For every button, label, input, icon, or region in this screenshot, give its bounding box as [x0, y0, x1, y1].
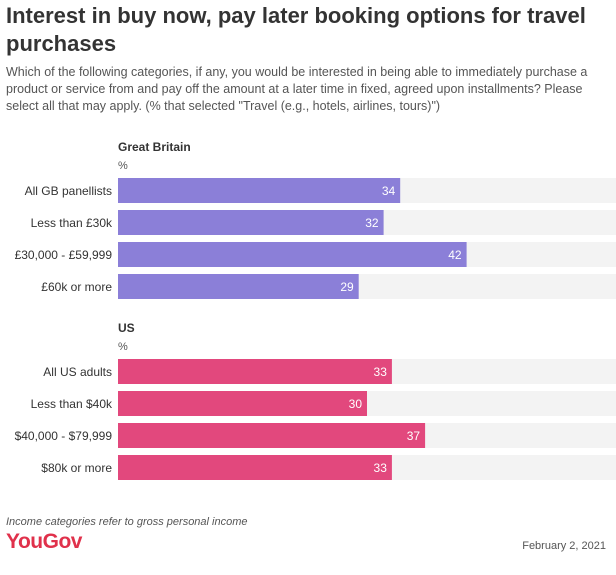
category-label: £30,000 - £59,999 — [15, 248, 113, 262]
category-label: All GB panellists — [25, 184, 112, 198]
bar-60k-or-more — [118, 274, 359, 299]
value-label: 32 — [365, 216, 379, 230]
bar-chart: Great Britain% All GB panellists 34 Less th… — [15, 140, 616, 480]
unit-label: % — [118, 160, 128, 172]
panel-us: US% All US adults 33 Less than $40k 30 $40,00… — [15, 321, 616, 480]
category-label: Less than £30k — [31, 216, 113, 230]
bar-40-000-79-999 — [118, 423, 426, 448]
yougov-logo: YouGov — [6, 530, 82, 553]
bar-80k-or-more — [118, 455, 392, 480]
value-label: 30 — [349, 397, 363, 411]
bar-all-gb-panellists — [118, 178, 401, 203]
category-label: $80k or more — [41, 461, 112, 475]
category-label: Less than $40k — [31, 397, 113, 411]
panel-title: US — [118, 321, 135, 335]
footnote: Income categories refer to gross persona… — [6, 516, 248, 528]
bar-all-us-adults — [118, 359, 392, 384]
unit-label: % — [118, 341, 128, 353]
bar-less-than-40k — [118, 391, 367, 416]
value-label: 42 — [448, 248, 462, 262]
value-label: 37 — [407, 429, 421, 443]
chart-subtitle: Which of the following categories, if an… — [6, 65, 588, 113]
value-label: 34 — [382, 184, 396, 198]
panel-great-britain: Great Britain% All GB panellists 34 Less th… — [15, 140, 616, 299]
value-label: 33 — [374, 461, 388, 475]
bar-less-than-30k — [118, 210, 384, 235]
category-label: £60k or more — [41, 280, 112, 294]
value-label: 33 — [374, 365, 388, 379]
publish-date: February 2, 2021 — [522, 540, 606, 552]
panel-title: Great Britain — [118, 140, 191, 154]
value-label: 29 — [340, 280, 354, 294]
category-label: All US adults — [43, 365, 112, 379]
chart-title: Interest in buy now, pay later booking o… — [6, 3, 586, 56]
bar-30-000-59-999 — [118, 242, 467, 267]
category-label: $40,000 - $79,999 — [15, 429, 113, 443]
